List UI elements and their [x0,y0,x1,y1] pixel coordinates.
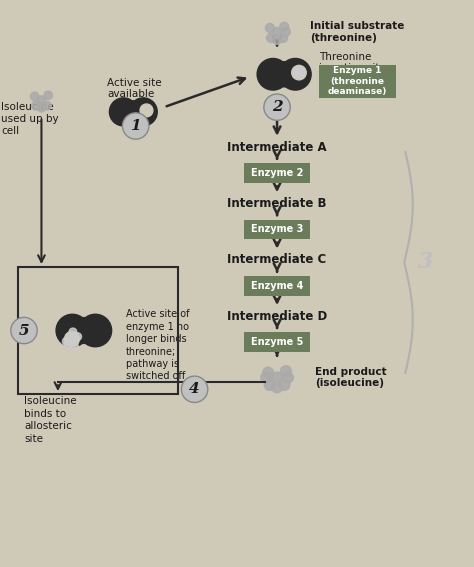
Circle shape [69,328,77,336]
Circle shape [280,22,289,31]
Circle shape [37,96,46,104]
Circle shape [140,104,153,117]
Circle shape [71,318,97,344]
Circle shape [74,333,82,341]
Circle shape [37,103,46,112]
Circle shape [257,58,289,90]
Circle shape [182,376,208,403]
Circle shape [63,337,70,345]
Circle shape [71,342,78,350]
Circle shape [11,318,37,344]
Circle shape [32,101,40,110]
Circle shape [273,36,282,44]
Text: Initial substrate
(threonine): Initial substrate (threonine) [310,21,404,43]
Circle shape [282,27,291,36]
Text: Isoleucine
used up by
cell: Isoleucine used up by cell [1,101,59,136]
Text: Active site
available: Active site available [108,78,162,99]
Circle shape [281,366,292,376]
Circle shape [298,71,305,78]
Circle shape [298,68,305,75]
Circle shape [44,91,53,99]
Circle shape [272,382,283,393]
Text: End product
(isoleucine): End product (isoleucine) [315,367,386,388]
Circle shape [279,379,290,390]
Circle shape [272,372,283,383]
Circle shape [265,23,274,32]
Text: Enzyme 1
(threonine
deaminase): Enzyme 1 (threonine deaminase) [328,66,387,96]
Text: Intermediate C: Intermediate C [228,253,327,266]
Circle shape [294,71,301,78]
FancyBboxPatch shape [319,65,396,98]
Circle shape [56,314,89,347]
Text: 1: 1 [130,119,141,133]
Circle shape [122,101,145,123]
Circle shape [129,98,157,126]
Text: Enzyme 5: Enzyme 5 [251,337,303,347]
Circle shape [30,92,39,100]
Circle shape [79,314,111,347]
Text: 5: 5 [18,324,29,337]
Text: Enzyme 4: Enzyme 4 [251,281,303,291]
Text: Intermediate D: Intermediate D [227,310,327,323]
Text: Enzyme 3: Enzyme 3 [251,225,303,234]
Circle shape [295,69,302,76]
Text: Intermediate B: Intermediate B [228,197,327,210]
Circle shape [273,27,282,36]
Circle shape [264,94,290,120]
Circle shape [263,367,273,378]
FancyBboxPatch shape [244,276,310,296]
Circle shape [280,58,311,90]
Text: 2: 2 [272,100,283,114]
Circle shape [272,62,297,87]
Text: Isoleucine
binds to
allosteric
site: Isoleucine binds to allosteric site [24,396,77,443]
Text: Intermediate A: Intermediate A [227,141,327,154]
FancyBboxPatch shape [244,163,310,183]
Circle shape [293,68,300,75]
Circle shape [64,340,72,348]
Circle shape [279,33,288,43]
Circle shape [109,98,137,126]
Text: Enzyme 2: Enzyme 2 [251,168,303,178]
FancyBboxPatch shape [244,332,310,352]
FancyBboxPatch shape [244,219,310,239]
Circle shape [261,372,272,383]
Circle shape [264,379,275,390]
Text: Active site of
enzyme 1 no
longer binds
threonine;
pathway is
switched off: Active site of enzyme 1 no longer binds … [126,310,190,382]
Circle shape [68,335,76,343]
Circle shape [122,113,149,139]
Text: Threonine
in active site: Threonine in active site [319,52,386,73]
Circle shape [43,101,51,110]
Circle shape [266,33,275,43]
Circle shape [283,372,293,383]
Circle shape [64,332,80,346]
Circle shape [292,65,306,80]
Text: 3: 3 [418,251,433,273]
Text: 4: 4 [189,382,200,396]
